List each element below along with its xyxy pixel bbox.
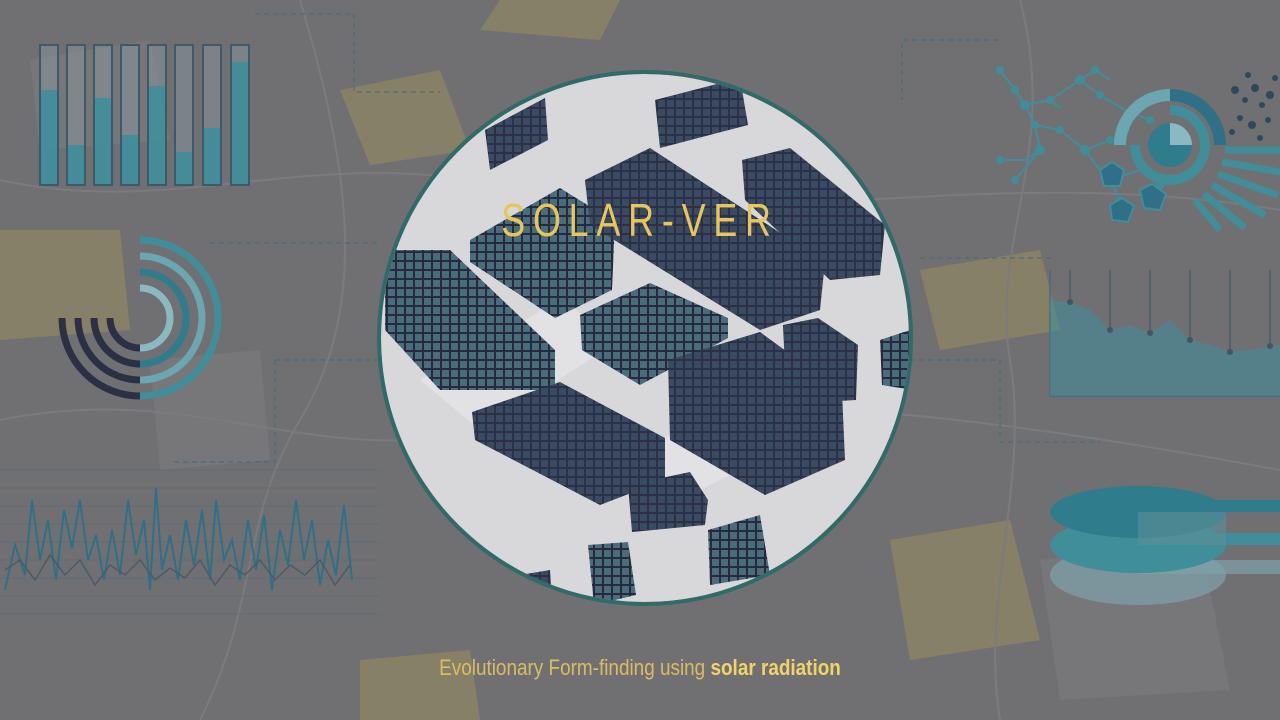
subtitle-emphasis: solar radiation xyxy=(710,655,841,680)
radial-arc-chart xyxy=(58,236,222,400)
dashed-connectors xyxy=(170,13,1100,463)
city-buildings-illustration xyxy=(381,74,909,602)
slide-title: SOLAR-VER xyxy=(501,194,779,246)
slide-subtitle: Evolutionary Form-finding using solar ra… xyxy=(365,655,915,681)
area-chart xyxy=(1049,270,1280,397)
sunburst-chart xyxy=(1114,72,1280,233)
stacked-discs-chart xyxy=(1050,486,1280,605)
subtitle-main: Evolutionary Form-finding using xyxy=(439,655,706,680)
circle-frame xyxy=(377,70,913,606)
network-graph xyxy=(996,66,1168,224)
line-wave-chart xyxy=(0,469,380,615)
bar-gauge-chart xyxy=(39,44,250,186)
